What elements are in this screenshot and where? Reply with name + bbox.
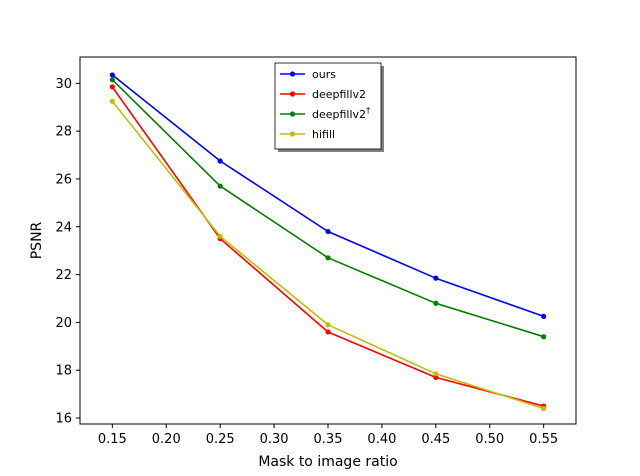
data-point-ours — [433, 275, 439, 281]
series-layer — [109, 72, 547, 412]
data-point-ours — [541, 313, 547, 320]
y-axis-label: PSNR — [29, 221, 45, 259]
legend-label-deepfillv2-dagger: deepfillv2† — [312, 106, 370, 121]
y-tick-label: 26 — [55, 172, 72, 187]
data-point-ours — [217, 158, 223, 164]
data-point-deepfillv2 — [109, 84, 115, 90]
legend-marker-deepfillv2-dagger — [289, 111, 296, 117]
series-ours — [109, 72, 547, 320]
series-deepfillv2-dagger — [109, 77, 547, 340]
data-point-hifill — [325, 322, 331, 328]
data-point-deepfillv2-dagger — [433, 300, 439, 306]
data-point-hifill — [433, 371, 439, 377]
y-tick-label: 18 — [55, 364, 72, 379]
legend-label-text: ours — [312, 68, 336, 81]
legend-marker-hifill — [289, 131, 296, 137]
y-tick-label: 24 — [55, 220, 72, 235]
legend-label-text: deepfillv2 — [312, 88, 366, 101]
legend-label-text: deepfillv2 — [312, 108, 366, 121]
y-tick-label: 16 — [55, 412, 72, 427]
legend-label-hifill: hifill — [312, 128, 335, 141]
x-tick-label: 0.55 — [529, 432, 558, 447]
y-axis: 16 18 20 22 24 26 28 30 — [55, 77, 80, 427]
y-tick-label: 20 — [55, 316, 72, 331]
data-point-ours — [109, 72, 115, 78]
legend-marker-ours — [289, 71, 296, 77]
data-point-hifill — [217, 233, 223, 239]
data-point-ours — [325, 228, 331, 235]
data-point-deepfillv2 — [325, 329, 331, 335]
legend-label-superscript: † — [366, 106, 370, 115]
x-tick-label: 0.15 — [98, 432, 127, 447]
data-point-deepfillv2-dagger — [109, 77, 115, 83]
data-point-hifill — [109, 98, 115, 104]
y-tick-label: 30 — [55, 77, 72, 92]
data-point-hifill — [541, 405, 547, 412]
x-axis: 0.15 0.20 0.25 0.30 0.35 0.40 0.45 0.50 0.55 — [98, 424, 558, 447]
x-tick-label: 0.45 — [421, 432, 450, 447]
y-tick-label: 22 — [55, 268, 72, 283]
data-point-deepfillv2-dagger — [325, 255, 331, 261]
x-tick-label: 0.25 — [206, 432, 235, 447]
x-tick-label: 0.50 — [475, 432, 504, 447]
x-axis-label: Mask to image ratio — [258, 454, 397, 470]
legend-label-ours: ours — [312, 68, 336, 81]
data-point-deepfillv2 — [433, 374, 439, 380]
x-tick-label: 0.20 — [152, 432, 181, 447]
legend-label-deepfillv2: deepfillv2 — [312, 88, 366, 101]
x-tick-label: 0.40 — [367, 432, 396, 447]
y-tick-label: 28 — [55, 125, 72, 140]
data-point-deepfillv2-dagger — [217, 183, 223, 189]
x-tick-label: 0.30 — [260, 432, 289, 447]
data-point-deepfillv2-dagger — [541, 334, 547, 340]
legend-marker-deepfillv2 — [289, 91, 296, 97]
legend-label-text: hifill — [312, 128, 335, 141]
x-tick-label: 0.35 — [314, 432, 343, 447]
series-hifill — [109, 98, 547, 412]
